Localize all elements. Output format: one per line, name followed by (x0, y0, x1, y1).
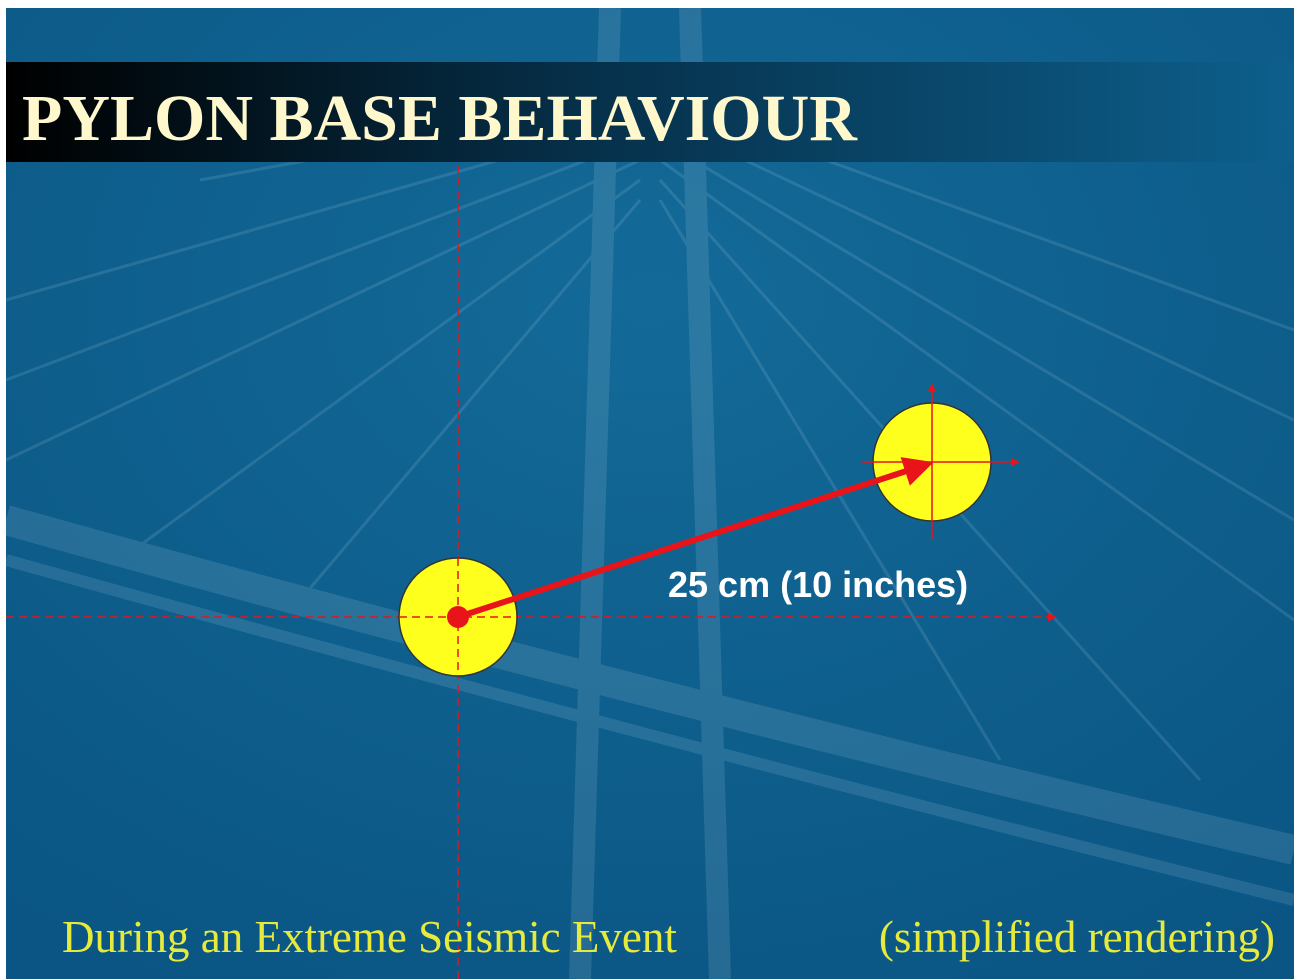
title-band (6, 62, 1294, 162)
footer-right: (simplified rendering) (879, 912, 1275, 962)
base-center (447, 606, 469, 628)
displacement-label: 25 cm (10 inches) (668, 564, 968, 605)
displacement-arrow (457, 457, 934, 620)
background (6, 8, 1294, 979)
bridge-illustration (1, 7, 1294, 979)
slide-title: PYLON BASE BEHAVIOUR (22, 82, 858, 155)
footer-left: During an Extreme Seismic Event (62, 912, 677, 962)
